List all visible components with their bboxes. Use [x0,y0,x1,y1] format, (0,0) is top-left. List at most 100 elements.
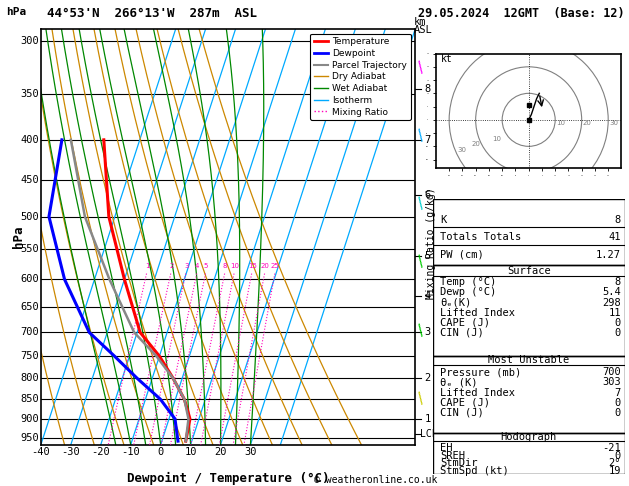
Text: 7: 7 [425,135,431,145]
Text: 10: 10 [184,447,197,457]
Text: 650: 650 [20,302,39,312]
Text: Totals Totals: Totals Totals [440,232,521,242]
Text: 950: 950 [20,433,39,443]
Text: 20: 20 [260,262,270,269]
Text: /: / [416,60,427,76]
Text: 8: 8 [223,262,228,269]
Text: 400: 400 [20,135,39,145]
Text: /: / [416,128,427,144]
Text: EH: EH [440,443,453,453]
Text: 3: 3 [425,328,431,337]
Text: Dewp (°C): Dewp (°C) [440,287,497,297]
Text: 8: 8 [615,278,621,287]
Text: 30: 30 [244,447,257,457]
Text: 3: 3 [184,262,189,269]
Text: SREH: SREH [440,451,465,461]
Text: CAPE (J): CAPE (J) [440,398,491,408]
Text: 19: 19 [608,466,621,476]
Text: 11: 11 [608,308,621,318]
Text: 10: 10 [557,120,565,126]
Text: 450: 450 [20,175,39,185]
Text: 700: 700 [20,328,39,337]
Text: 41: 41 [608,232,621,242]
Text: 298: 298 [602,297,621,308]
Text: kt: kt [441,53,453,64]
Text: -30: -30 [62,447,81,457]
Text: 500: 500 [20,211,39,222]
Text: ASL: ASL [414,25,433,35]
Text: 0: 0 [615,451,621,461]
Text: θₑ (K): θₑ (K) [440,378,478,387]
Text: Mixing Ratio (g/kg): Mixing Ratio (g/kg) [426,187,436,299]
Text: LCL: LCL [420,429,438,439]
Text: -21: -21 [602,443,621,453]
Text: /: / [416,323,427,338]
Text: /: / [416,391,427,406]
Text: 0: 0 [615,318,621,328]
Text: 1: 1 [145,262,150,269]
Text: Most Unstable: Most Unstable [488,355,569,365]
Text: 29.05.2024  12GMT  (Base: 12): 29.05.2024 12GMT (Base: 12) [418,7,625,20]
Text: -10: -10 [121,447,140,457]
Text: CAPE (J): CAPE (J) [440,318,491,328]
Text: 20: 20 [583,120,592,126]
Text: 0: 0 [615,408,621,418]
Text: 850: 850 [20,394,39,404]
Text: StmDir: StmDir [440,458,478,469]
Text: 0: 0 [157,447,164,457]
Text: /: / [416,255,427,270]
Text: 5: 5 [204,262,208,269]
Text: 30: 30 [610,120,618,126]
Text: /: / [416,196,427,212]
Text: 44°53'N  266°13'W  287m  ASL: 44°53'N 266°13'W 287m ASL [47,7,257,20]
Text: 300: 300 [20,36,39,46]
Bar [433,199,625,264]
Text: Surface: Surface [507,266,550,276]
Text: CIN (J): CIN (J) [440,328,484,338]
Text: 700: 700 [602,367,621,377]
Text: km: km [414,17,426,27]
Text: © weatheronline.co.uk: © weatheronline.co.uk [314,475,438,485]
Text: 0: 0 [615,398,621,408]
Text: 900: 900 [20,414,39,424]
Text: Hodograph: Hodograph [501,432,557,441]
Text: 2: 2 [169,262,174,269]
Text: -20: -20 [91,447,110,457]
Text: 4: 4 [195,262,199,269]
Text: PW (cm): PW (cm) [440,250,484,260]
Text: 5: 5 [425,251,431,260]
Text: Temp (°C): Temp (°C) [440,278,497,287]
Text: 15: 15 [248,262,257,269]
Text: 350: 350 [20,89,39,99]
Bar [433,356,625,433]
Text: 1: 1 [425,414,431,424]
Text: θₑ(K): θₑ(K) [440,297,472,308]
Text: 10: 10 [493,136,501,142]
Text: 6: 6 [425,191,431,200]
Bar [433,264,625,356]
Text: 20: 20 [214,447,227,457]
Text: 2: 2 [425,373,431,383]
Text: Lifted Index: Lifted Index [440,308,515,318]
Text: -40: -40 [31,447,50,457]
Text: Dewpoint / Temperature (°C): Dewpoint / Temperature (°C) [127,472,329,485]
Text: Lifted Index: Lifted Index [440,387,515,398]
Text: Pressure (mb): Pressure (mb) [440,367,521,377]
Text: 750: 750 [20,351,39,361]
Text: hPa: hPa [6,7,26,17]
Text: 4: 4 [425,291,431,301]
Text: 7: 7 [615,387,621,398]
Text: 0: 0 [615,328,621,338]
Text: 5.4: 5.4 [602,287,621,297]
Text: 30: 30 [458,147,467,153]
Text: 2°: 2° [608,458,621,469]
Text: 600: 600 [20,275,39,284]
Text: 303: 303 [602,378,621,387]
Text: 20: 20 [471,141,480,147]
Text: hPa: hPa [12,226,25,248]
Text: 10: 10 [230,262,239,269]
Text: K: K [440,215,447,225]
Text: 1.27: 1.27 [596,250,621,260]
Text: 8: 8 [425,84,431,94]
Bar [433,433,625,474]
